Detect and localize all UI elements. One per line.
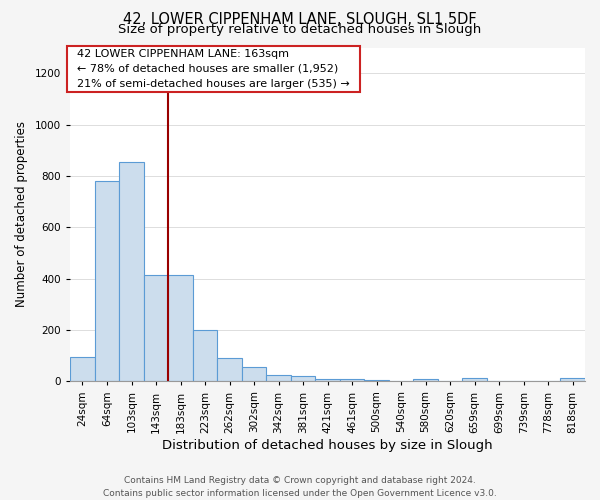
Bar xyxy=(95,181,119,382)
Bar xyxy=(291,376,316,382)
Bar xyxy=(242,368,266,382)
Text: Size of property relative to detached houses in Slough: Size of property relative to detached ho… xyxy=(118,22,482,36)
Bar xyxy=(119,162,144,382)
Bar xyxy=(217,358,242,382)
Y-axis label: Number of detached properties: Number of detached properties xyxy=(15,122,28,308)
Bar xyxy=(364,380,389,382)
Bar xyxy=(168,275,193,382)
Bar xyxy=(144,275,168,382)
Bar xyxy=(266,375,291,382)
Bar xyxy=(70,357,95,382)
Bar xyxy=(193,330,217,382)
Bar xyxy=(413,380,438,382)
Bar xyxy=(316,379,340,382)
Text: 42 LOWER CIPPENHAM LANE: 163sqm  
  ← 78% of detached houses are smaller (1,952): 42 LOWER CIPPENHAM LANE: 163sqm ← 78% of… xyxy=(70,49,357,89)
Bar xyxy=(340,379,364,382)
Text: Contains HM Land Registry data © Crown copyright and database right 2024.
Contai: Contains HM Land Registry data © Crown c… xyxy=(103,476,497,498)
Bar xyxy=(463,378,487,382)
Text: 42, LOWER CIPPENHAM LANE, SLOUGH, SL1 5DF: 42, LOWER CIPPENHAM LANE, SLOUGH, SL1 5D… xyxy=(123,12,477,28)
X-axis label: Distribution of detached houses by size in Slough: Distribution of detached houses by size … xyxy=(162,440,493,452)
Bar xyxy=(560,378,585,382)
